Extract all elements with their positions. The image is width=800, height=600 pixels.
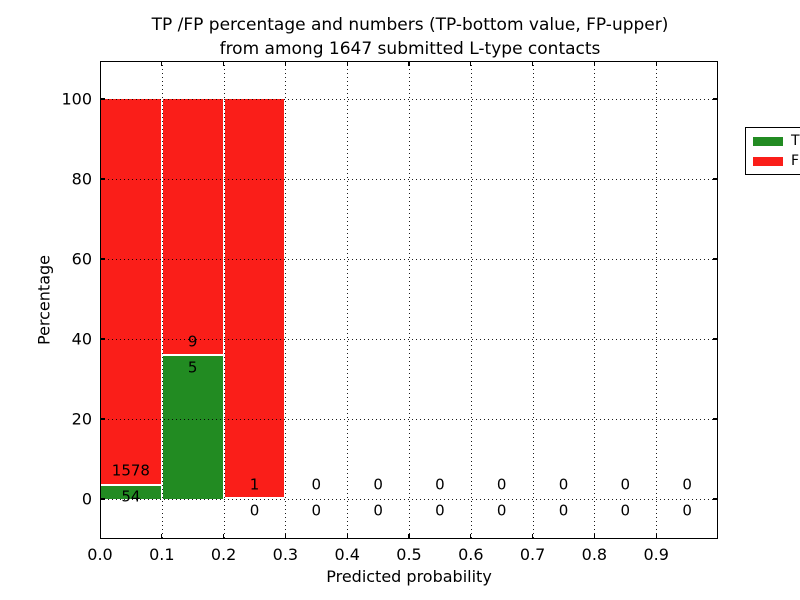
x-tick-bottom (222, 534, 225, 539)
legend: TP FP (745, 127, 800, 175)
x-tick-label: 0.8 (581, 545, 608, 564)
value-label-tp: 5 (187, 358, 198, 377)
y-tick-label: 40 (71, 329, 92, 349)
y-tick-left (100, 498, 105, 500)
x-tick-top (593, 61, 596, 66)
y-tick-label: 20 (71, 409, 92, 429)
x-tick-top (470, 61, 472, 66)
value-label-fp: 0 (620, 475, 631, 493)
x-axis-label: Predicted probability (326, 567, 492, 586)
value-label-tp: 0 (435, 501, 445, 519)
x-tick-label: 0.7 (519, 545, 546, 564)
gridline-vertical (532, 61, 534, 539)
x-tick-top (284, 61, 287, 66)
value-label-tp: 0 (620, 501, 631, 519)
x-tick-label: 0.4 (334, 545, 360, 564)
y-tick-left (100, 178, 105, 180)
value-label-fp: 9 (187, 332, 198, 351)
value-label-tp: 0 (373, 501, 383, 519)
x-tick-label: 0.0 (87, 545, 113, 564)
value-label-fp: 0 (311, 475, 322, 493)
value-label-fp: 0 (558, 475, 569, 493)
x-tick-top (531, 61, 534, 66)
y-tick-left (100, 418, 105, 420)
x-tick-label: 0.2 (210, 545, 237, 564)
legend-item-fp: FP (753, 154, 800, 168)
gridline-vertical (409, 61, 410, 539)
x-tick-top (222, 61, 225, 66)
value-label-fp: 1578 (111, 461, 150, 480)
x-tick-label: 0.1 (149, 545, 175, 564)
gridline-vertical (285, 61, 287, 539)
x-tick-bottom (161, 534, 163, 539)
y-tick-right (713, 258, 718, 260)
bar-tp (161, 356, 224, 499)
x-tick-bottom (284, 534, 287, 539)
y-tick-right (713, 418, 718, 420)
x-tick-bottom (470, 534, 472, 539)
legend-swatch-tp (753, 136, 783, 146)
x-tick-top (161, 61, 163, 66)
gridline-vertical (656, 61, 658, 539)
x-tick-label: 0.9 (643, 545, 669, 564)
legend-label-tp: TP (791, 133, 800, 149)
legend-label-fp: FP (791, 153, 800, 169)
x-tick-top (346, 61, 348, 66)
chart-title-line2: from among 1647 submitted L-type contact… (219, 39, 601, 59)
y-tick-label: 80 (71, 169, 92, 189)
value-label-tp: 0 (558, 501, 569, 519)
value-label-tp: 0 (496, 501, 507, 519)
x-tick-bottom (655, 534, 657, 539)
x-tick-bottom (593, 534, 596, 539)
value-label-tp: 0 (311, 501, 322, 519)
y-tick-right (713, 98, 718, 100)
value-label-fp: 0 (435, 475, 445, 493)
y-tick-label: 100 (61, 89, 92, 109)
plot-area: TP FP 1578 54 9 5 1 0 0 0 0 0 0 0 0 0 0 0 0 0 0 0 (100, 61, 800, 539)
y-tick-left (100, 338, 105, 340)
chart-title-line1: TP /FP percentage and numbers (TP-bottom… (151, 15, 669, 35)
gridline-vertical (470, 61, 472, 539)
chart-title: TP /FP percentage and numbers (TP-bottom… (90, 13, 730, 61)
bar-fp (161, 99, 224, 357)
bar-fp (223, 99, 286, 499)
legend-item-tp: TP (753, 134, 800, 148)
x-tick-bottom (408, 534, 410, 539)
x-tick-top (655, 61, 657, 66)
x-tick-label: 0.5 (396, 545, 422, 564)
value-label-fp: 0 (496, 475, 507, 493)
value-label-tp: 54 (121, 487, 141, 506)
value-label-tp: 0 (249, 501, 260, 519)
y-tick-left (100, 98, 105, 100)
x-tick-label: 0.6 (458, 545, 484, 564)
x-tick-bottom (346, 534, 348, 539)
y-tick-right (713, 178, 718, 180)
y-tick-right (713, 338, 718, 340)
x-tick-label: 0.3 (272, 545, 299, 564)
y-tick-left (100, 258, 105, 260)
value-label-tp: 0 (682, 501, 692, 519)
x-tick-top (408, 61, 410, 66)
y-tick-label: 60 (71, 249, 92, 269)
gridline-vertical (594, 61, 596, 539)
value-label-fp: 1 (249, 475, 260, 493)
y-tick-right (713, 498, 718, 500)
gridline-vertical (161, 61, 163, 539)
value-label-fp: 0 (373, 475, 383, 493)
gridline-vertical (347, 61, 349, 539)
x-tick-bottom (531, 534, 534, 539)
gridline-vertical (223, 61, 225, 539)
bar-fp (100, 99, 162, 486)
legend-swatch-fp (753, 156, 783, 166)
value-label-fp: 0 (682, 475, 692, 493)
y-tick-label: 0 (81, 489, 92, 509)
